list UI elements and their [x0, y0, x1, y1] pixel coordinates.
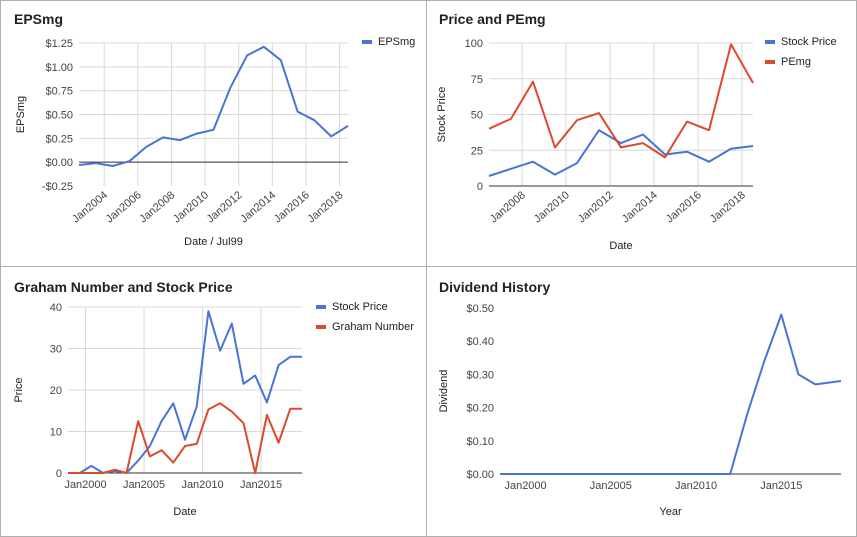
x-tick-label: Jan2010 [181, 479, 223, 491]
x-tick-label: Jan2010 [171, 189, 211, 225]
legend-swatch [316, 305, 326, 309]
graham-number-series-line [68, 402, 302, 474]
x-tick-label: Jan2015 [760, 480, 802, 492]
y-tick-label: $0.75 [45, 86, 73, 98]
y-tick-label: $0.20 [466, 403, 494, 415]
chart-svg: Graham Number and Stock Price 0 10 20 30 40 Ja… [13, 279, 414, 518]
chart-title: Dividend History [439, 279, 550, 295]
x-tick-label: Jan2010 [675, 480, 717, 492]
legend-label: Graham Number [332, 321, 414, 333]
x-tick-label: Jan2015 [240, 479, 282, 491]
y-tick-label: $1.00 [45, 62, 73, 74]
x-tick-label: Jan2006 [104, 189, 144, 225]
price-pemg-chart-panel: Price and PEmg 0 25 50 75 100 Jan2008 Jan2010 Ja… [427, 0, 857, 266]
stock-price-series-line [488, 129, 754, 177]
epsmg-chart-panel: EPSmg -$0.25 $0.00 $0.25 $0.50 $0.75 $1.00 $1.2… [0, 0, 426, 266]
x-tick-label: Jan2014 [620, 189, 660, 225]
y-tick-label: 25 [471, 145, 483, 157]
x-axis-title: Date [609, 240, 632, 252]
y-tick-label: $1.25 [45, 38, 73, 50]
y-tick-label: $0.40 [466, 336, 494, 348]
epsmg-series-line [78, 45, 349, 167]
chart-svg: Dividend History $0.00 $0.10 $0.20 $0.30 $0.4… [438, 279, 842, 518]
x-tick-label: Jan2005 [590, 480, 632, 492]
stock-price-series-line [68, 310, 302, 474]
x-tick-label: Jan2008 [137, 189, 177, 225]
legend-label: Stock Price [332, 301, 388, 313]
x-tick-label: Jan2012 [576, 189, 616, 225]
y-tick-label: 30 [50, 344, 62, 356]
horizontal-divider [0, 266, 857, 267]
y-tick-label: $0.50 [466, 303, 494, 315]
pemg-series-line [488, 43, 754, 159]
chart-title: EPSmg [14, 11, 63, 27]
y-tick-label: $0.00 [45, 157, 73, 169]
y-tick-label: $0.10 [466, 436, 494, 448]
outer-border-top [0, 0, 857, 1]
vertical-divider [426, 0, 427, 537]
y-tick-label: $0.00 [466, 469, 494, 481]
legend-swatch [765, 60, 775, 64]
x-tick-label: Jan2008 [488, 189, 528, 225]
dividend-series-line [500, 313, 842, 475]
x-tick-label: Jan2000 [504, 480, 546, 492]
y-axis-title: Price [13, 377, 25, 402]
legend-swatch [765, 40, 775, 44]
legend-label: Stock Price [781, 36, 837, 48]
y-tick-label: 0 [477, 181, 483, 193]
y-axis-title: Dividend [438, 370, 450, 413]
legend-label: EPSmg [378, 36, 415, 48]
y-tick-label: 10 [50, 427, 62, 439]
legend-swatch [362, 40, 372, 44]
y-tick-label: 0 [56, 468, 62, 480]
dividend-history-chart-panel: Dividend History $0.00 $0.10 $0.20 $0.30 $0.4… [427, 267, 857, 537]
legend-swatch [316, 325, 326, 329]
x-tick-label: Jan2010 [532, 189, 572, 225]
y-tick-label: $0.30 [466, 369, 494, 381]
x-tick-label: Jan2014 [238, 189, 278, 225]
x-tick-label: Jan2012 [205, 189, 245, 225]
x-axis-title: Date / Jul99 [184, 236, 243, 248]
x-tick-label: Jan2000 [64, 479, 106, 491]
y-tick-label: $0.25 [45, 133, 73, 145]
y-axis-title: Stock Price [436, 87, 448, 143]
x-tick-label: Jan2005 [123, 479, 165, 491]
x-axis-title: Date [173, 506, 196, 518]
y-tick-label: 40 [50, 302, 62, 314]
y-tick-label: -$0.25 [42, 181, 73, 193]
x-tick-label: Jan2004 [70, 189, 110, 225]
y-tick-label: 75 [471, 74, 483, 86]
chart-title: Graham Number and Stock Price [14, 279, 233, 295]
x-tick-label: Jan2016 [664, 189, 704, 225]
y-tick-label: 20 [50, 385, 62, 397]
x-tick-label: Jan2016 [272, 189, 312, 225]
y-tick-label: $0.50 [45, 110, 73, 122]
y-axis-title: EPSmg [15, 96, 27, 133]
chart-title: Price and PEmg [439, 11, 546, 27]
graham-number-chart-panel: Graham Number and Stock Price 0 10 20 30 40 Ja… [0, 267, 426, 537]
x-tick-label: Jan2018 [305, 189, 345, 225]
y-tick-label: 100 [465, 38, 483, 50]
legend-label: PEmg [781, 56, 811, 68]
y-tick-label: 50 [471, 110, 483, 122]
x-axis-title: Year [659, 506, 682, 518]
outer-border-left [0, 0, 1, 537]
chart-svg: EPSmg -$0.25 $0.00 $0.25 $0.50 $0.75 $1.00 $1.2… [14, 11, 415, 248]
x-tick-label: Jan2018 [708, 189, 748, 225]
